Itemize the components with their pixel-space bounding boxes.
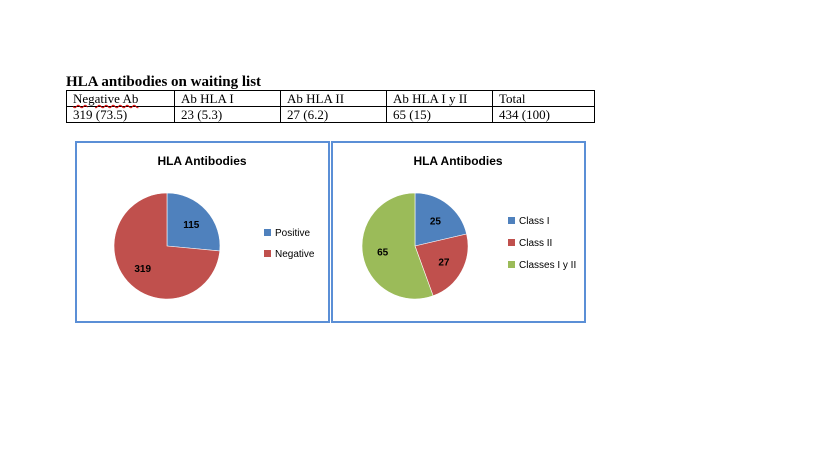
- header-cell: Total: [492, 90, 595, 107]
- data-label: 319: [134, 264, 151, 275]
- legend-swatch: [264, 250, 271, 257]
- antibody-table: Negative Ab Ab HLA I Ab HLA II Ab HLA I …: [66, 90, 595, 123]
- header-row: Negative Ab Ab HLA I Ab HLA II Ab HLA I …: [66, 90, 595, 107]
- data-label: 65: [377, 248, 389, 259]
- pie-slice-positive: [166, 192, 221, 252]
- data-label: 25: [430, 216, 442, 227]
- legend-label: Negative: [275, 249, 315, 260]
- header-cell: Ab HLA II: [280, 90, 387, 107]
- pie-slice-class-i: [414, 192, 467, 247]
- pie-slice-classes-i-y-ii: [361, 192, 434, 300]
- legend-label: Class I: [519, 216, 550, 227]
- pie-slice-negative: [113, 192, 221, 300]
- legend-label: Classes I y II: [519, 260, 576, 271]
- header-cell: Ab HLA I y II: [386, 90, 493, 107]
- pie-slice-class-ii: [414, 233, 469, 297]
- legend-swatch: [508, 217, 515, 224]
- chart-title: HLA Antibodies: [413, 154, 502, 168]
- legend-label: Positive: [275, 228, 310, 239]
- value-cell: 27 (6.2): [280, 106, 387, 123]
- value-cell: 434 (100): [492, 106, 595, 123]
- legend-swatch: [508, 239, 515, 246]
- table-title: HLA antibodies on waiting list: [66, 74, 262, 90]
- legend-label: Class II: [519, 238, 552, 249]
- value-cell: 23 (5.3): [174, 106, 281, 123]
- legend-swatch: [264, 229, 271, 236]
- data-label: 115: [183, 220, 200, 231]
- chart-title: HLA Antibodies: [157, 154, 246, 168]
- chart-antibodies-positive-negative: HLA Antibodies 115 Positive 319 Negative: [75, 141, 330, 323]
- header-text: Negative Ab: [73, 91, 139, 106]
- header-cell: Ab HLA I: [174, 90, 281, 107]
- value-row: 319 (73.5) 23 (5.3) 27 (6.2) 65 (15) 434…: [66, 106, 595, 123]
- data-label: 27: [438, 258, 450, 269]
- value-cell: 319 (73.5): [66, 106, 175, 123]
- value-cell: 65 (15): [386, 106, 493, 123]
- chart-antibodies-classes: HLA Antibodies 25 Class I 27 Class II 65 Class…: [331, 141, 586, 323]
- header-cell: Negative Ab: [66, 90, 175, 107]
- legend-swatch: [508, 261, 515, 268]
